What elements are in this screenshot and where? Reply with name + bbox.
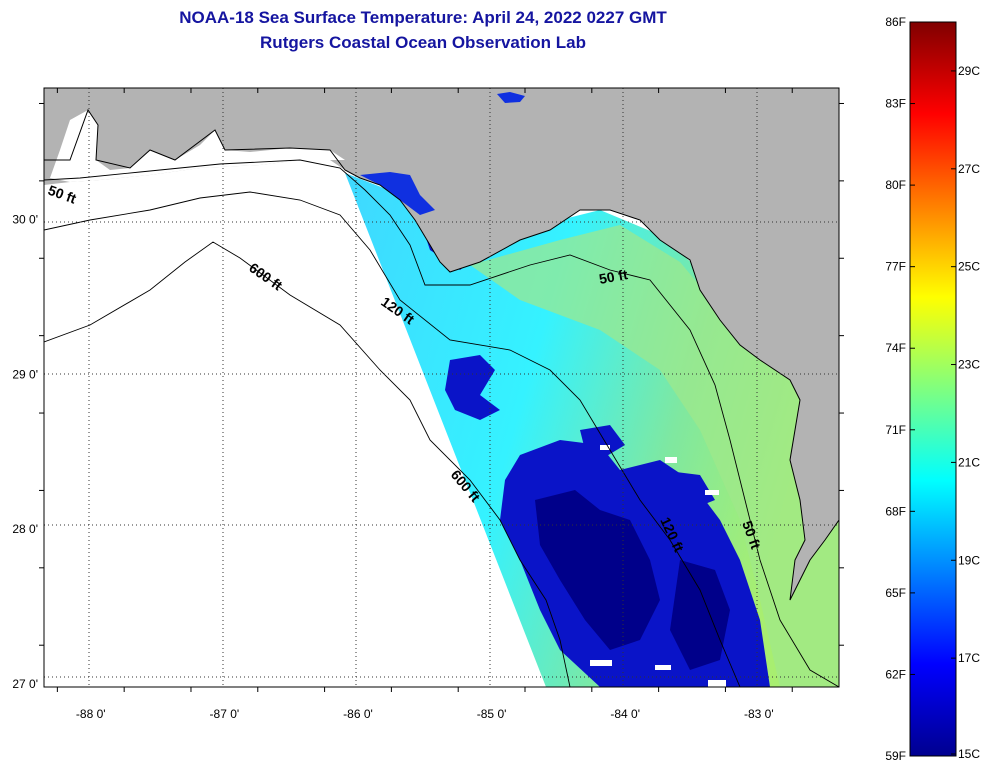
colorbar-c-label: 15C — [958, 747, 980, 761]
lon-tick-label: -85 0' — [477, 707, 507, 721]
bays — [50, 110, 345, 182]
coastline — [44, 108, 839, 601]
colorbar-f-label: 62F — [885, 667, 906, 681]
contour-600ft — [44, 241, 571, 687]
colorbar-f-label: 65F — [885, 586, 906, 600]
lat-tick-label: 29 0' — [12, 367, 38, 381]
lon-tick-label: -88 0' — [76, 707, 106, 721]
contour-120ft — [44, 191, 741, 687]
colorbar-f-label: 83F — [885, 97, 906, 111]
map-subtitle: Rutgers Coastal Ocean Observation Lab — [260, 33, 586, 52]
colorbar-c-label: 23C — [958, 358, 980, 372]
colorbar-f-label: 77F — [885, 260, 906, 274]
depth-contours — [44, 159, 839, 687]
very-cold-cores — [535, 490, 730, 670]
inland-water — [497, 92, 525, 103]
lat-tick-label: 27 0' — [12, 677, 38, 691]
lon-tick-label: -84 0' — [610, 707, 640, 721]
colorbar-c-label: 25C — [958, 260, 980, 274]
lon-tick-label: -83 0' — [744, 707, 774, 721]
colorbar-c-label: 27C — [958, 162, 980, 176]
colorbar-f-label: 71F — [885, 423, 906, 437]
frame-ticks — [39, 88, 844, 692]
colorbar-c-label: 21C — [958, 455, 980, 469]
contour-label-50ft-north: 50 ft — [598, 266, 629, 287]
lat-tick-label: 30 0' — [12, 213, 38, 227]
apalachee-bay-water — [360, 172, 435, 215]
colorbar-f-label: 59F — [885, 749, 906, 763]
colorbar-c-label: 19C — [958, 553, 980, 567]
colorbar-f-label: 80F — [885, 178, 906, 192]
colorbar-c-label: 17C — [958, 651, 980, 665]
map-frame — [43, 87, 840, 688]
map-title: NOAA-18 Sea Surface Temperature: April 2… — [179, 8, 667, 27]
contour-50ft — [44, 159, 839, 687]
lat-tick-label: 28 0' — [12, 522, 38, 536]
graticule — [44, 88, 839, 687]
colorbar-f-label: 74F — [885, 341, 906, 355]
lon-tick-label: -86 0' — [343, 707, 373, 721]
colorbar-f-label: 86F — [885, 15, 906, 29]
colorbar-gradient — [909, 21, 957, 757]
cloud-gaps — [590, 445, 726, 687]
colorbar-c-label: 29C — [958, 64, 980, 78]
lon-tick-label: -87 0' — [210, 707, 240, 721]
land-mass — [44, 88, 839, 600]
colorbar-f-label: 68F — [885, 504, 906, 518]
